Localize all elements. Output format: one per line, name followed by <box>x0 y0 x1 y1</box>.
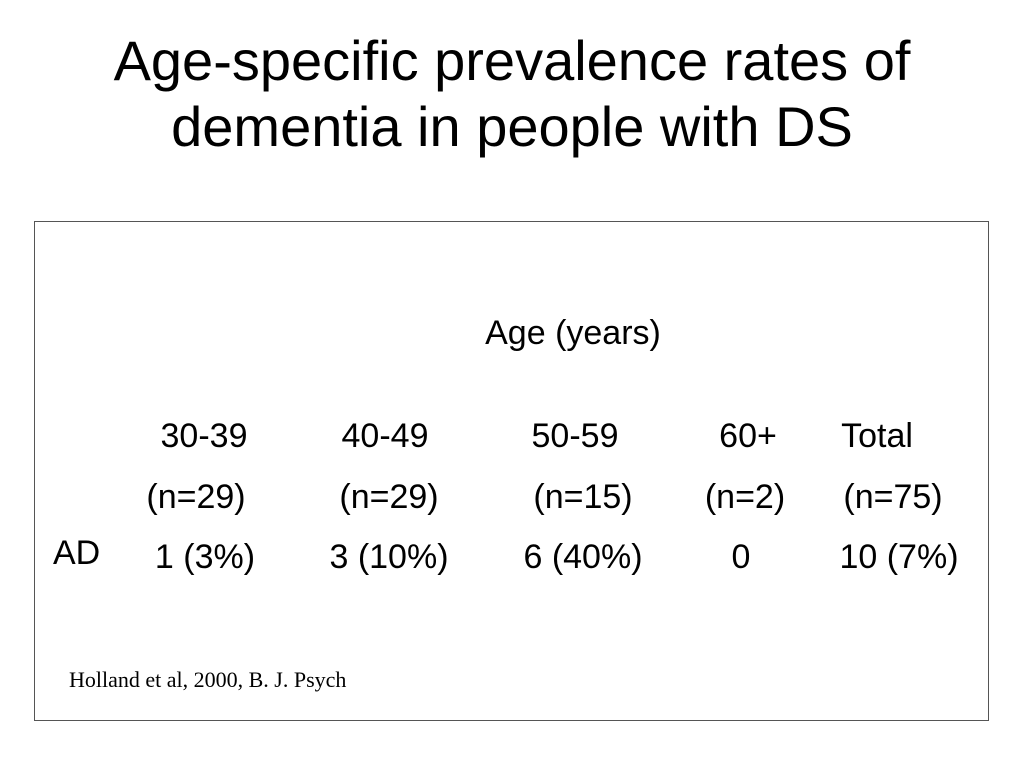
age-group-header: Age (years) <box>485 314 661 352</box>
table-cell-ad-total: 10 (7%) <box>839 538 959 576</box>
sample-size-50-59: (n=15) <box>533 478 633 516</box>
sample-size-60-plus: (n=2) <box>704 478 786 516</box>
sample-size-total: (n=75) <box>843 478 943 516</box>
table-cell-ad-50-59: 6 (40%) <box>523 538 643 576</box>
citation-caption: Holland et al, 2000, B. J. Psych <box>69 667 347 692</box>
slide-title-line-1: Age-specific prevalence rates of <box>113 29 911 92</box>
column-header-40-49: 40-49 <box>341 417 429 455</box>
slide-title-line-2: dementia in people with DS <box>171 95 853 158</box>
column-header-total: Total <box>841 417 913 455</box>
table-cell-ad-40-49: 3 (10%) <box>329 538 449 576</box>
sample-size-40-49: (n=29) <box>339 478 439 516</box>
column-header-30-39: 30-39 <box>160 417 248 455</box>
column-header-50-59: 50-59 <box>531 417 619 455</box>
sample-size-30-39: (n=29) <box>146 478 246 516</box>
content-box <box>34 221 989 721</box>
table-cell-ad-30-39: 1 (3%) <box>154 538 256 576</box>
slide-title: Age-specific prevalence rates of dementi… <box>0 28 1024 160</box>
table-cell-ad-60-plus: 0 <box>731 538 751 576</box>
row-label-ad: AD <box>53 534 101 572</box>
column-header-60-plus: 60+ <box>719 417 777 455</box>
